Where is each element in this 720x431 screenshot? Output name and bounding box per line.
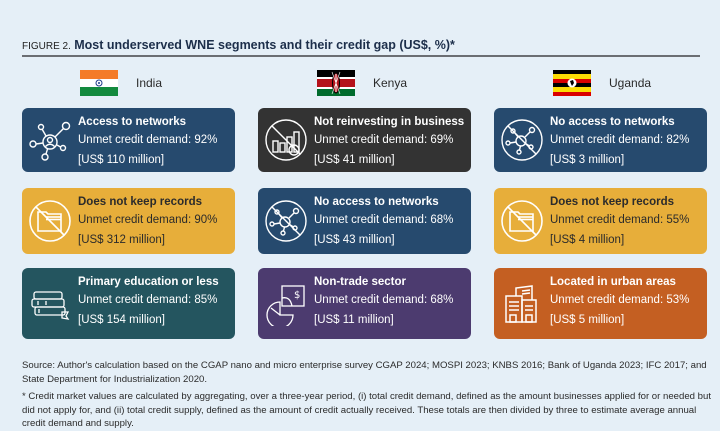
credit-amount: [US$ 41 million] — [314, 154, 395, 166]
figure-title: FIGURE 2. Most underserved WNE segments … — [22, 38, 455, 52]
svg-text:$: $ — [294, 290, 300, 301]
card-kenya-no-access-to-networks: No access to networks Unmet credit deman… — [258, 188, 471, 254]
credit-amount: [US$ 11 million] — [314, 314, 394, 326]
card-india-access-to-networks: Access to networks Unmet credit demand: … — [22, 108, 235, 172]
card-title: Primary education or less — [78, 276, 219, 288]
no-records-icon — [494, 188, 550, 254]
credit-amount: [US$ 4 million] — [550, 234, 625, 246]
unmet-demand: Unmet credit demand: 68% — [314, 294, 454, 306]
india-flag-icon — [80, 70, 118, 96]
credit-amount: [US$ 110 million] — [78, 154, 165, 166]
unmet-demand: Unmet credit demand: 53% — [550, 294, 690, 306]
card-kenya-not-reinvesting: Not reinvesting in business Unmet credit… — [258, 108, 471, 172]
books-icon — [22, 268, 78, 339]
buildings-icon — [494, 268, 550, 339]
unmet-demand: Unmet credit demand: 92% — [78, 134, 218, 146]
card-title: Access to networks — [78, 116, 187, 128]
card-title: No access to networks — [314, 196, 439, 208]
card-india-does-not-keep-records: Does not keep records Unmet credit deman… — [22, 188, 235, 254]
no-network-icon — [494, 108, 550, 172]
unmet-demand: Unmet credit demand: 55% — [550, 214, 690, 226]
country-header-india: India — [80, 70, 162, 96]
card-uganda-does-not-keep-records: Does not keep records Unmet credit deman… — [494, 188, 707, 254]
country-name: India — [136, 76, 163, 90]
pie-chart-dollar-icon: $ — [258, 268, 314, 339]
unmet-demand: Unmet credit demand: 90% — [78, 214, 218, 226]
unmet-demand: Unmet credit demand: 68% — [314, 214, 454, 226]
uganda-flag-icon — [553, 70, 591, 96]
no-network-icon — [258, 188, 314, 254]
unmet-demand: Unmet credit demand: 82% — [550, 134, 690, 146]
figure-label: FIGURE 2. — [22, 41, 71, 52]
credit-amount: [US$ 43 million] — [314, 234, 395, 246]
country-header-kenya: Kenya — [317, 70, 407, 96]
card-title: Non-trade sector — [314, 276, 407, 288]
unmet-demand: Unmet credit demand: 69% — [314, 134, 454, 146]
country-header-uganda: Uganda — [553, 70, 651, 96]
card-title: Does not keep records — [78, 196, 202, 208]
credit-amount: [US$ 154 million] — [78, 314, 165, 326]
source-note: Source: Author's calculation based on th… — [22, 360, 707, 385]
no-records-icon — [22, 188, 78, 254]
country-name: Kenya — [373, 76, 408, 90]
country-name: Uganda — [609, 76, 652, 90]
card-kenya-non-trade-sector: $ Non-trade sector Unmet credit demand: … — [258, 268, 471, 339]
credit-amount: [US$ 5 million] — [550, 314, 625, 326]
kenya-flag-icon — [317, 70, 355, 96]
credit-amount: [US$ 3 million] — [550, 154, 625, 166]
figure-heading: Most underserved WNE segments and their … — [74, 38, 455, 52]
card-title: No access to networks — [550, 116, 675, 128]
unmet-demand: Unmet credit demand: 85% — [78, 294, 218, 306]
card-uganda-no-access-to-networks: No access to networks Unmet credit deman… — [494, 108, 707, 172]
card-title: Located in urban areas — [550, 276, 676, 288]
card-title: Not reinvesting in business — [314, 116, 465, 128]
footnote: * Credit market values are calculated by… — [22, 391, 712, 429]
no-reinvest-icon — [258, 108, 314, 172]
network-icon — [22, 108, 78, 172]
credit-amount: [US$ 312 million] — [78, 234, 165, 246]
card-title: Does not keep records — [550, 196, 674, 208]
title-divider — [22, 55, 700, 57]
card-india-primary-education: Primary education or less Unmet credit d… — [22, 268, 235, 339]
card-uganda-urban-areas: Located in urban areas Unmet credit dema… — [494, 268, 707, 339]
